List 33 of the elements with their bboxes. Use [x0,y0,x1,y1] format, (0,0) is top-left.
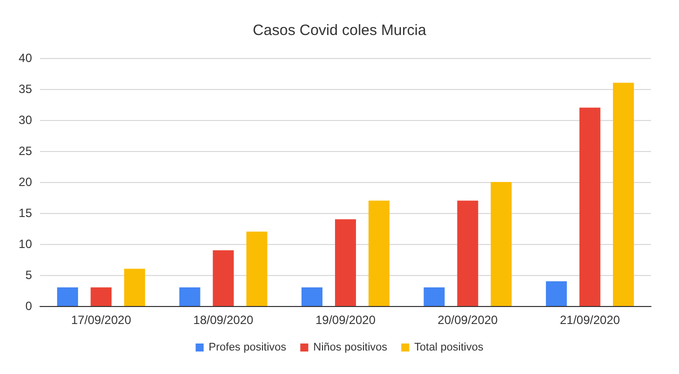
y-tick-label: 35 [18,82,32,96]
bar [335,219,356,306]
bar [424,287,445,306]
bar [612,82,634,306]
y-tick-label: 5 [25,268,32,282]
bar [246,232,268,306]
bar [124,268,146,306]
bar [579,108,600,306]
bar [302,287,322,306]
x-tick-label: 17/09/2020 [71,313,132,327]
y-tick-label: 20 [18,175,32,189]
legend-label: Niños positivos [313,342,388,354]
legend-label: Profes positivos [208,342,287,354]
bar [90,287,112,306]
bar [490,182,512,306]
legend-label: Total positivos [414,342,484,354]
bar [179,287,200,306]
bar [457,200,478,306]
bar [212,250,234,306]
y-tick-label: 15 [18,206,32,220]
bar [546,281,567,306]
bar [368,200,390,306]
y-tick-label: 40 [18,51,32,65]
chart-title: Casos Covid coles Murcia [252,22,427,39]
x-tick-label: 19/09/2020 [315,313,376,327]
y-tick-label: 30 [18,113,32,127]
x-tick-label: 20/09/2020 [438,313,498,327]
x-tick-label: 18/09/2020 [193,313,254,327]
x-tick-label: 21/09/2020 [560,313,620,327]
bar [57,287,78,306]
y-tick-label: 0 [25,299,32,313]
y-tick-label: 10 [18,237,32,251]
y-tick-label: 25 [18,144,32,158]
